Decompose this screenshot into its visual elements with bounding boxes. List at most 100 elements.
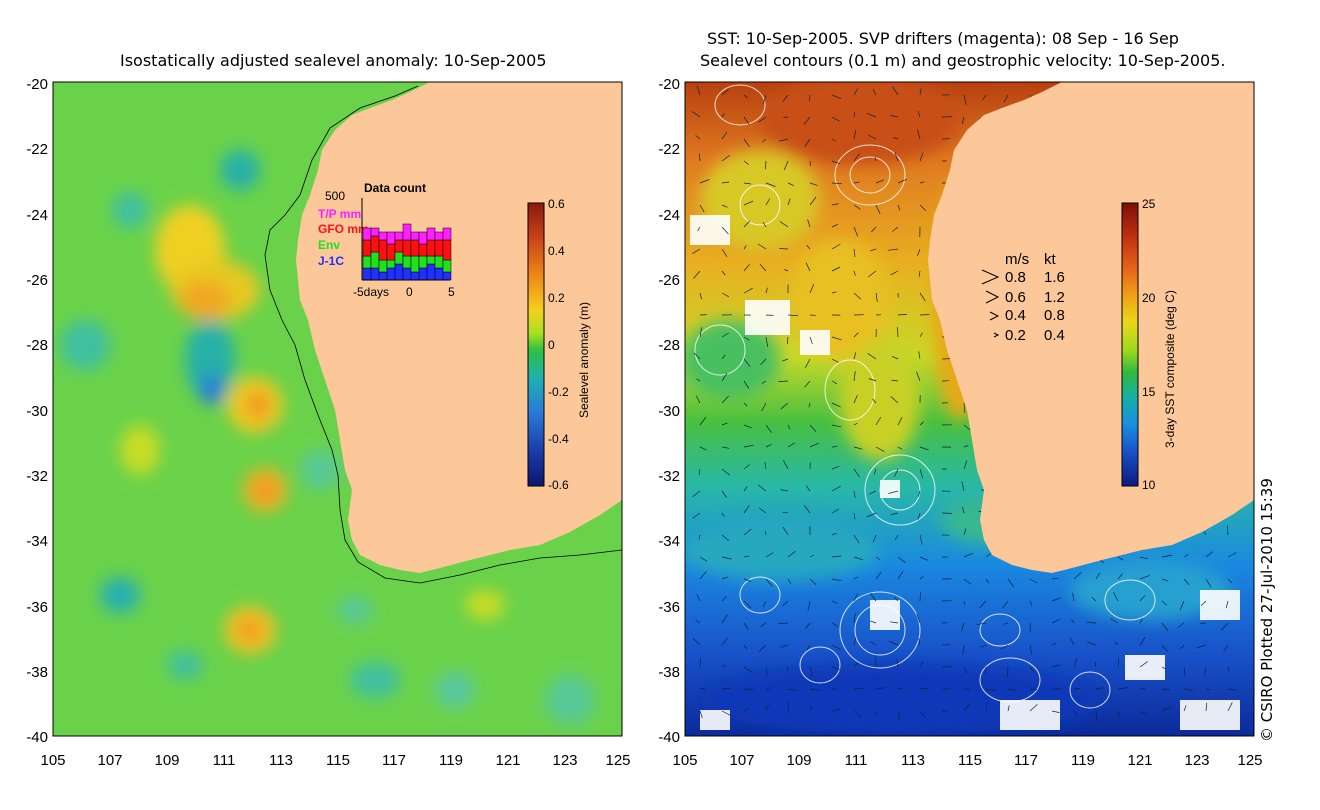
velocity-arrow	[779, 248, 789, 250]
velocity-arrow	[1094, 661, 1097, 668]
velocity-arrow	[757, 243, 767, 250]
velocity-arrow	[1072, 592, 1075, 602]
velocity-legend-header-kt: kt	[1044, 251, 1057, 268]
velocity-arrow	[894, 152, 899, 162]
velocity-arrow	[743, 336, 750, 341]
right-y-tick: -28	[658, 337, 680, 354]
velocity-arrow	[1051, 664, 1060, 668]
data-count-bar-segment	[442, 227, 452, 241]
data-count-title: Data count	[364, 181, 426, 195]
velocity-arrow	[873, 468, 877, 475]
velocity-arrow	[963, 528, 967, 536]
velocity-arrow	[919, 152, 924, 162]
sla-cbar-tick: 0	[548, 338, 555, 352]
velocity-arrow	[765, 703, 770, 712]
velocity-arrow	[918, 270, 921, 277]
velocity-arrow	[787, 182, 794, 186]
velocity-arrow	[831, 138, 836, 142]
velocity-arrow	[892, 226, 899, 232]
velocity-arrow	[892, 86, 899, 96]
sealevel-contours	[694, 84, 1156, 709]
velocity-arrow	[963, 578, 972, 585]
velocity-arrow	[765, 443, 772, 448]
velocity-arrow	[721, 710, 731, 716]
velocity-arrow	[853, 593, 858, 602]
velocity-arrow	[1117, 687, 1128, 690]
velocity-arrow	[786, 666, 789, 672]
velocity-arrow	[1227, 578, 1233, 584]
velocity-arrow	[897, 204, 901, 211]
velocity-arrow	[919, 204, 927, 212]
velocity-arrow	[1161, 600, 1168, 606]
data-count-bar-segment	[362, 239, 372, 257]
velocity-arrow	[831, 485, 841, 492]
velocity-arrow	[875, 292, 878, 303]
data-count-bar-segment	[378, 271, 388, 281]
velocity-arrow	[743, 200, 754, 206]
velocity-legend-ms: 0.2	[1005, 327, 1026, 344]
velocity-arrow	[692, 490, 701, 498]
left-y-tick: -36	[26, 599, 48, 616]
velocity-arrow	[782, 94, 789, 102]
velocity-arrow	[888, 490, 899, 494]
velocity-arrow	[868, 378, 877, 382]
velocity-arrow	[759, 263, 767, 272]
right-y-tick: -24	[658, 207, 680, 224]
velocity-arrow	[890, 621, 899, 624]
velocity-arrow	[831, 291, 837, 294]
velocity-arrow	[853, 111, 856, 118]
velocity-arrow	[721, 556, 732, 560]
velocity-arrow	[831, 465, 840, 470]
velocity-arrow	[1177, 622, 1185, 628]
velocity-arrow	[831, 600, 838, 604]
right-x-tick: 119	[1071, 752, 1095, 769]
velocity-arrow	[696, 593, 701, 602]
velocity-arrow	[699, 292, 702, 300]
velocity-arrow	[1225, 600, 1229, 609]
data-count-bar-segment	[410, 271, 420, 281]
data-count-xtick: 5	[448, 285, 455, 299]
right-x-tick: 109	[786, 752, 811, 769]
velocity-arrow	[762, 600, 767, 608]
right-y-tick: -30	[658, 403, 680, 420]
velocity-arrow	[721, 395, 729, 404]
velocity-arrow	[743, 600, 752, 609]
velocity-arrow	[831, 358, 839, 363]
velocity-arrow	[894, 597, 899, 602]
velocity-arrow	[1227, 552, 1237, 558]
velocity-arrow	[1051, 618, 1061, 624]
velocity-legend-kt: 0.4	[1044, 327, 1065, 344]
velocity-arrow	[721, 664, 726, 668]
velocity-arrow	[757, 484, 767, 492]
velocity-arrow	[765, 552, 774, 558]
velocity-arrow	[963, 445, 969, 448]
velocity-arrow	[699, 179, 710, 184]
velocity-arrow	[1029, 666, 1035, 672]
velocity-arrow	[743, 486, 748, 492]
velocity-legend-ms: 0.8	[1005, 269, 1026, 286]
velocity-arrow	[721, 446, 730, 449]
velocity-arrow	[853, 662, 859, 668]
sst-cbar-tick: 10	[1142, 478, 1156, 492]
velocity-arrow	[1029, 644, 1033, 655]
velocity-arrow	[963, 94, 967, 105]
velocity-arrow	[783, 160, 789, 171]
velocity-arrow	[1051, 577, 1059, 580]
velocity-arrow	[1087, 641, 1097, 646]
velocity-arrow	[961, 481, 965, 492]
velocity-arrow	[809, 442, 820, 448]
velocity-arrow	[721, 490, 727, 499]
velocity-arrow	[1183, 666, 1186, 677]
velocity-arrow	[1029, 600, 1033, 606]
left-y-tick: -30	[26, 403, 48, 420]
velocity-arrow	[743, 358, 751, 367]
velocity-arrow	[760, 622, 767, 627]
velocity-arrow	[919, 710, 926, 719]
velocity-arrow	[831, 402, 841, 408]
velocity-arrow	[918, 351, 921, 360]
velocity-arrow	[805, 485, 811, 492]
velocity-arrow	[1179, 600, 1185, 611]
left-y-tick: -32	[26, 468, 48, 485]
velocity-arrow	[699, 657, 702, 668]
velocity-arrow	[831, 94, 842, 100]
